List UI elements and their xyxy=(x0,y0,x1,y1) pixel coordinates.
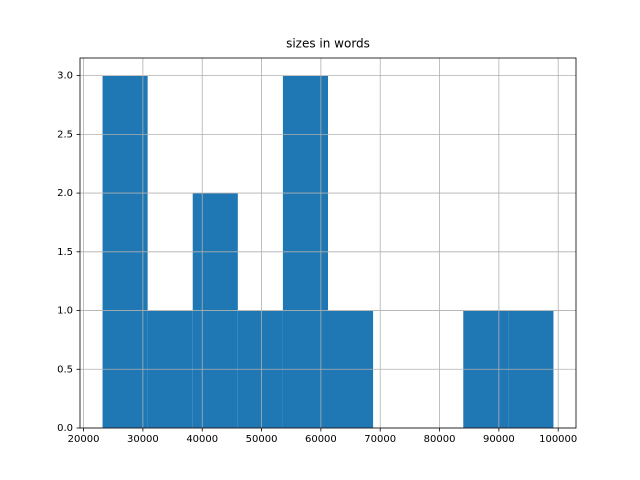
axes-frame xyxy=(79,57,577,429)
y-tick-label: 3.0 xyxy=(57,71,73,82)
y-tick-label: 0.5 xyxy=(57,364,73,375)
x-tick-label: 30000 xyxy=(127,434,159,445)
x-tick-label: 90000 xyxy=(483,434,515,445)
x-tick-label: 20000 xyxy=(68,434,100,445)
y-tick-label: 2.0 xyxy=(57,188,73,199)
y-tick-label: 1.5 xyxy=(57,247,73,258)
y-tick-label: 0.0 xyxy=(57,423,73,434)
x-tick-label: 40000 xyxy=(186,434,218,445)
x-tick-label: 50000 xyxy=(246,434,278,445)
x-tick-label: 60000 xyxy=(305,434,337,445)
y-tick-label: 1.0 xyxy=(57,306,73,317)
x-tick-label: 100000 xyxy=(539,434,577,445)
y-tick-label: 2.5 xyxy=(57,129,73,140)
x-tick-label: 80000 xyxy=(424,434,456,445)
chart-title: sizes in words xyxy=(286,37,370,51)
x-tick-label: 70000 xyxy=(364,434,396,445)
